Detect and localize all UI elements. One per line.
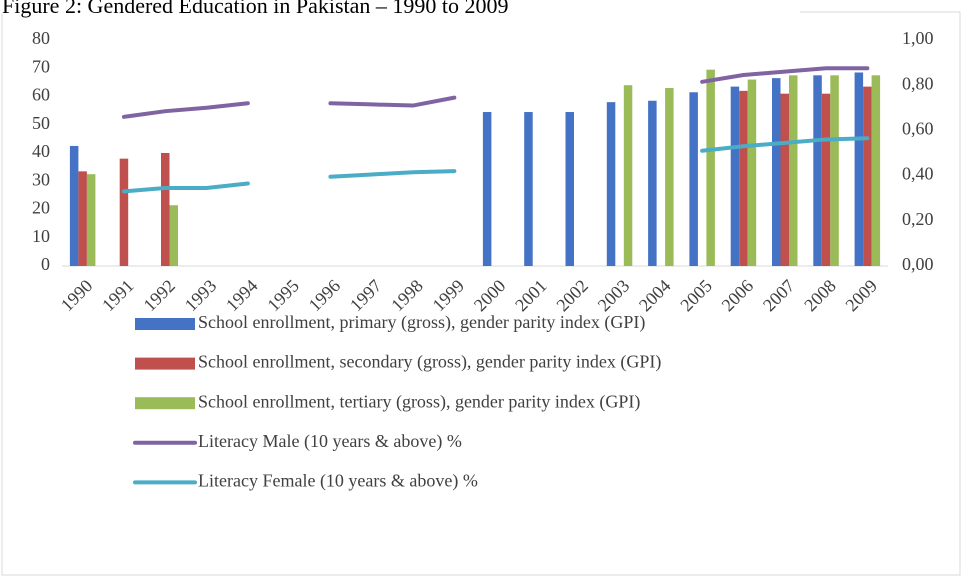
- legend-label: Literacy Female (10 years & above) %: [198, 471, 478, 492]
- bar: [863, 86, 872, 266]
- line: [121, 136, 870, 194]
- y2-tick-label: 0,60: [902, 119, 934, 139]
- y-tick-label: 40: [32, 141, 50, 161]
- legend-label: School enrollment, secondary (gross), ge…: [198, 352, 661, 373]
- bar: [161, 153, 170, 266]
- bar: [739, 90, 748, 266]
- y-tick-label: 20: [32, 198, 50, 218]
- y2-tick-label: 0,00: [902, 254, 934, 274]
- y2-tick-label: 1,00: [902, 28, 934, 48]
- bar: [830, 75, 839, 266]
- y-tick-label: 50: [32, 113, 50, 133]
- bar: [665, 88, 674, 267]
- bar: [119, 158, 129, 266]
- y-tick-label: 0: [41, 254, 50, 274]
- bar: [69, 145, 79, 266]
- line: [121, 66, 870, 119]
- bar: [78, 171, 87, 266]
- legend-label: School enrollment, tertiary (gross), gen…: [198, 391, 640, 412]
- bar: [86, 174, 96, 266]
- bar: [565, 112, 574, 266]
- y-tick-label: 30: [32, 169, 50, 189]
- y2-tick-label: 0,20: [902, 209, 934, 229]
- bar: [648, 100, 657, 266]
- bar: [789, 75, 798, 266]
- legend-swatch: [135, 318, 195, 330]
- legend-swatch: [135, 357, 195, 370]
- bar: [813, 75, 822, 266]
- bar: [821, 93, 831, 266]
- legend-label: School enrollment, primary (gross), gend…: [198, 312, 645, 333]
- bar: [623, 85, 633, 266]
- y2-tick-label: 0,80: [902, 73, 934, 93]
- title-bg: [0, 0, 800, 14]
- y2-tick-label: 0,40: [902, 164, 934, 184]
- legend-swatch: [135, 397, 195, 410]
- bar: [689, 92, 698, 266]
- bar: [780, 93, 789, 266]
- bar: [606, 102, 616, 267]
- y-tick-label: 60: [32, 85, 50, 105]
- chart-title: Figure 2: Gendered Education in Pakistan…: [2, 0, 509, 18]
- bar: [482, 112, 492, 266]
- bar: [747, 79, 757, 266]
- y-tick-label: 10: [32, 226, 50, 246]
- bar: [524, 112, 533, 266]
- bar: [169, 205, 178, 266]
- bar: [854, 72, 864, 266]
- y-tick-label: 80: [32, 28, 50, 48]
- bar: [706, 69, 715, 266]
- bar: [772, 78, 781, 266]
- bar: [730, 86, 740, 266]
- y-tick-label: 70: [32, 56, 50, 76]
- bar: [871, 75, 881, 266]
- legend-label: Literacy Male (10 years & above) %: [198, 431, 462, 452]
